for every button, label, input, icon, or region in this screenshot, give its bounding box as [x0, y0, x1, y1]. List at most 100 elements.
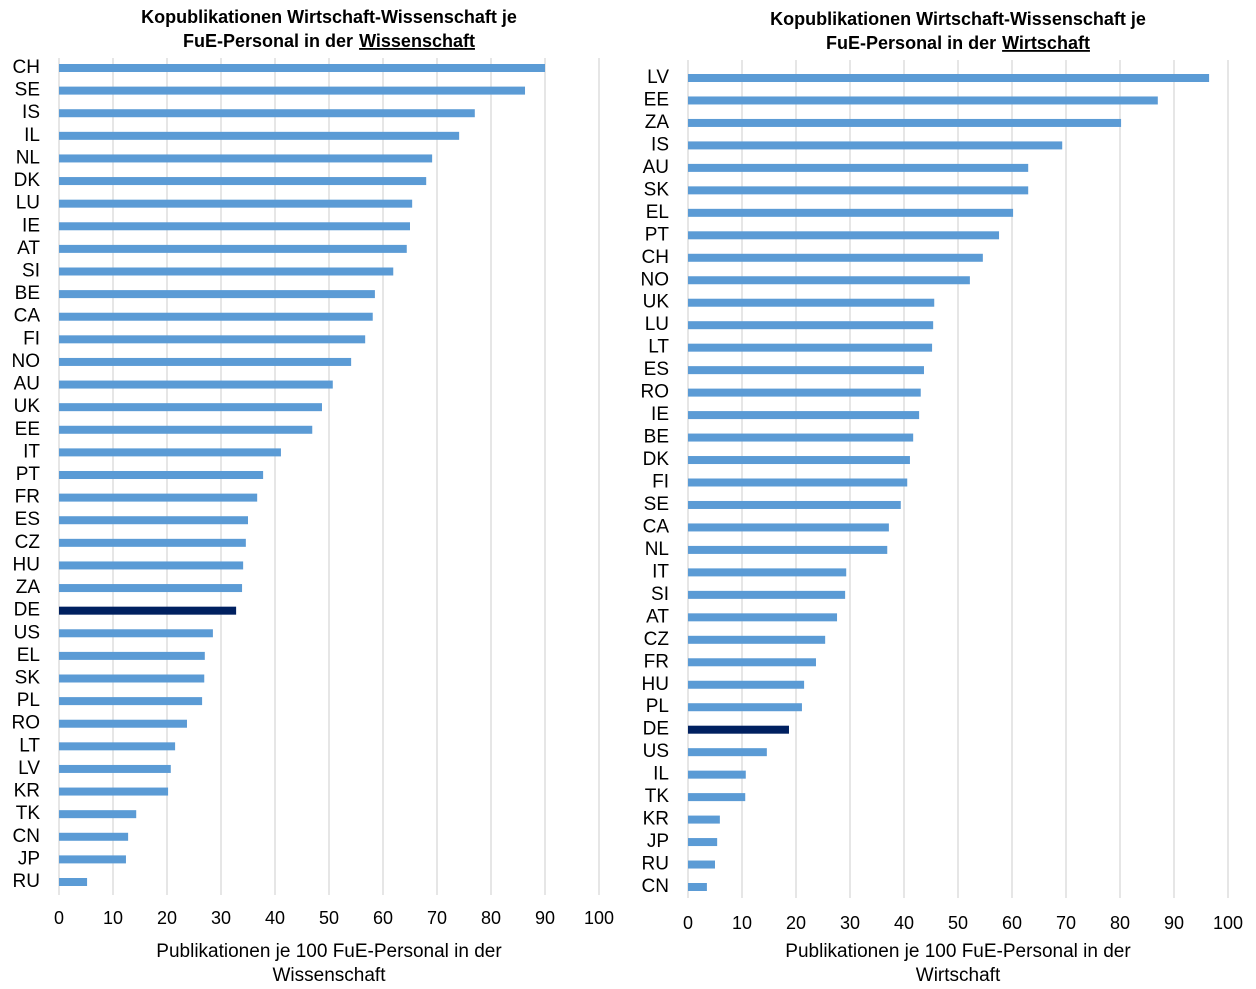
bar: [688, 163, 1029, 172]
bar: [59, 832, 129, 841]
bar: [688, 208, 1014, 217]
bar: [688, 838, 718, 847]
category-label: FI: [652, 472, 669, 493]
category-label: LT: [648, 337, 669, 358]
category-label: SK: [644, 179, 670, 200]
bar: [688, 860, 715, 869]
chart-title: Kopublikationen Wirtschaft-Wissenschaft …: [141, 7, 517, 27]
category-label: CA: [643, 516, 670, 537]
bar: [688, 523, 889, 532]
bar: [688, 231, 1000, 240]
category-label: PL: [646, 696, 669, 717]
bar: [688, 276, 970, 285]
bar: [688, 321, 934, 330]
category-label: SI: [22, 261, 40, 282]
category-label: PL: [17, 690, 40, 711]
bar: [59, 764, 171, 773]
bar: [688, 815, 720, 824]
category-label: NO: [12, 351, 41, 372]
category-label: EL: [17, 645, 40, 666]
bar: [688, 96, 1158, 105]
category-label: JP: [18, 848, 40, 869]
title-part: FuE-Personal in der: [183, 31, 353, 51]
bar: [59, 561, 244, 570]
x-tick-label: 80: [1110, 913, 1130, 933]
bar: [59, 878, 88, 886]
category-label: ZA: [645, 112, 670, 133]
category-label: AT: [17, 238, 40, 259]
bar: [59, 222, 410, 231]
category-label: IL: [24, 125, 40, 146]
bar: [688, 725, 789, 734]
x-tick-label: 70: [1056, 913, 1076, 933]
bar: [59, 538, 246, 547]
category-label: ZA: [16, 577, 41, 598]
category-label: EE: [644, 89, 669, 110]
x-tick-label: 0: [683, 913, 693, 933]
x-axis-label: Publikationen je 100 FuE-Personal in der: [785, 941, 1131, 962]
bar: [688, 590, 846, 599]
x-tick-label: 10: [732, 913, 752, 933]
category-label: DK: [643, 449, 670, 470]
category-label: AT: [646, 606, 669, 627]
bar: [59, 244, 407, 253]
category-label: DE: [643, 719, 669, 740]
category-label: CN: [642, 876, 669, 897]
bar: [59, 719, 187, 728]
category-label: FI: [23, 328, 40, 349]
category-label: CA: [14, 306, 41, 327]
title-emphasis: Wissenschaft: [359, 31, 475, 51]
bar: [59, 335, 366, 344]
x-axis-label: Publikationen je 100 FuE-Personal in der: [156, 941, 502, 962]
bar: [688, 568, 847, 577]
category-label: IE: [22, 215, 40, 236]
x-tick-label: 50: [319, 908, 339, 928]
category-label: JP: [647, 831, 669, 852]
category-label: IT: [652, 561, 669, 582]
bar: [688, 478, 908, 487]
category-label: LT: [19, 735, 40, 756]
bar: [59, 290, 375, 299]
category-label: AU: [643, 157, 669, 178]
category-label: NO: [641, 269, 670, 290]
bar: [688, 343, 933, 352]
bar: [59, 312, 373, 321]
bar: [688, 658, 816, 667]
bar: [688, 680, 805, 689]
title-part: FuE-Personal in der: [826, 33, 996, 53]
bar: [59, 357, 352, 366]
category-label: PT: [645, 224, 670, 245]
bar: [688, 411, 920, 420]
category-label: KR: [14, 781, 40, 802]
category-label: AU: [14, 374, 40, 395]
category-label: RO: [641, 382, 670, 403]
category-label: EE: [15, 419, 40, 440]
x-tick-label: 100: [1213, 913, 1243, 933]
bar: [59, 493, 258, 502]
category-label: US: [643, 741, 669, 762]
category-label: NL: [645, 539, 669, 560]
bar: [59, 199, 413, 208]
chart-title: FuE-Personal in der Wissenschaft: [183, 31, 475, 51]
bar: [59, 810, 137, 819]
bar: [59, 584, 243, 593]
chart-title: FuE-Personal in der Wirtschaft: [826, 33, 1090, 53]
bar: [59, 697, 203, 706]
category-label: FR: [15, 487, 40, 508]
chart-title: Kopublikationen Wirtschaft-Wissenschaft …: [770, 9, 1146, 29]
bar: [688, 500, 901, 509]
x-tick-label: 30: [840, 913, 860, 933]
bar: [59, 109, 475, 118]
category-label: LV: [647, 67, 669, 88]
category-label: LU: [645, 314, 669, 335]
bar: [688, 298, 935, 307]
category-label: CH: [13, 57, 40, 78]
x-tick-label: 90: [535, 908, 555, 928]
category-label: LV: [18, 758, 40, 779]
category-label: CN: [13, 826, 40, 847]
category-label: UK: [14, 396, 41, 417]
category-label: KR: [643, 809, 669, 830]
bar: [59, 64, 545, 72]
category-label: LU: [16, 193, 40, 214]
